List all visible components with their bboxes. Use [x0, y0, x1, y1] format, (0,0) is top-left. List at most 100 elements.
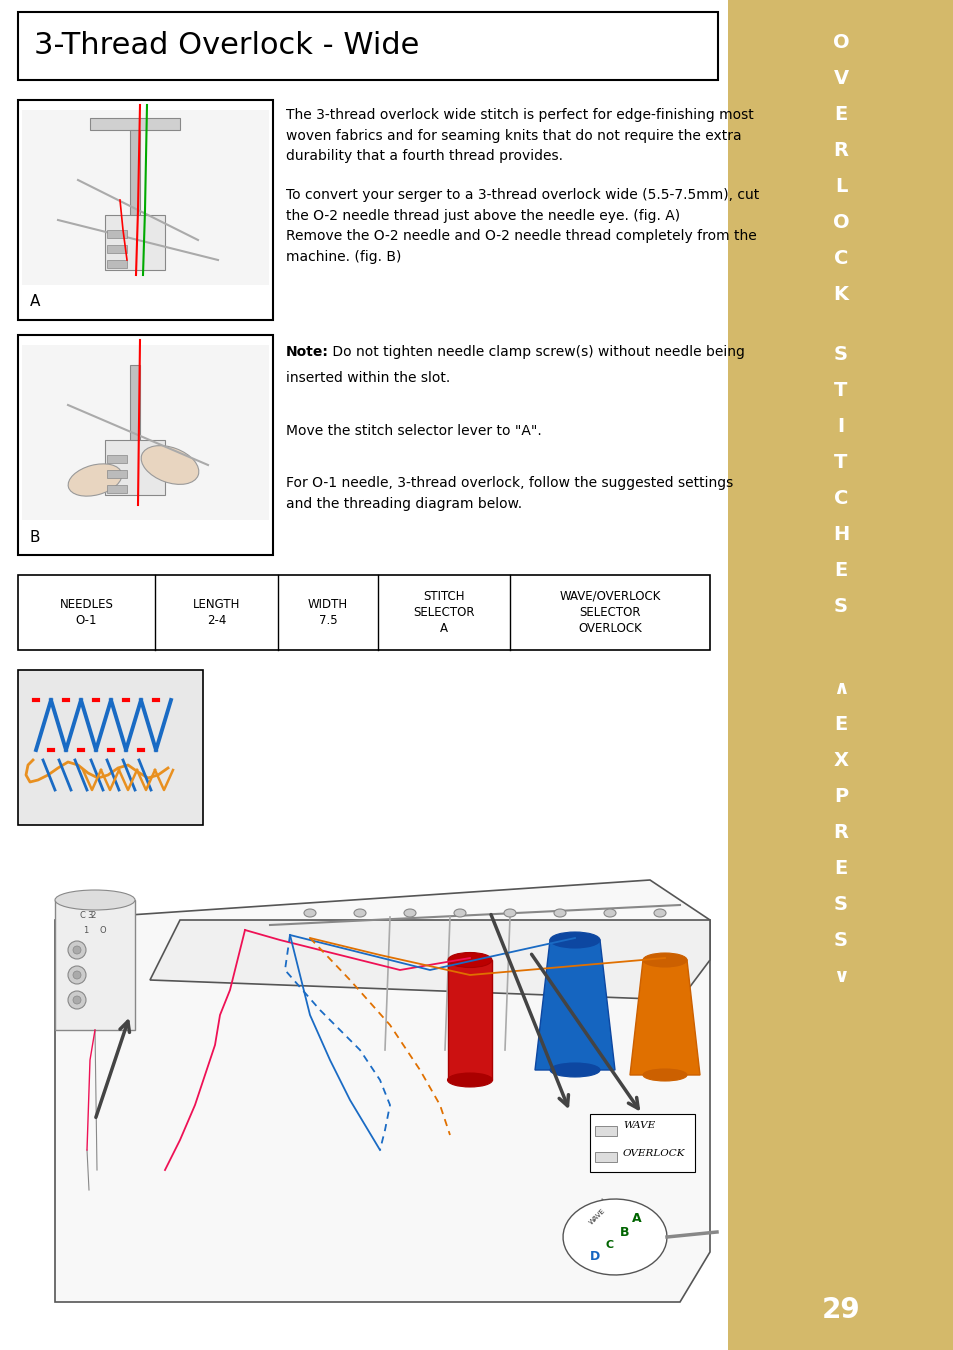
Ellipse shape [554, 909, 565, 917]
FancyArrowPatch shape [601, 1199, 607, 1206]
Text: V: V [833, 69, 847, 88]
Ellipse shape [68, 464, 122, 497]
Text: Note:: Note: [286, 346, 329, 359]
Circle shape [68, 967, 86, 984]
Text: 3: 3 [87, 911, 92, 919]
Text: WAVE: WAVE [587, 1208, 605, 1226]
Ellipse shape [503, 909, 516, 917]
Text: I: I [837, 417, 843, 436]
Bar [107, 261, 127, 269]
Ellipse shape [448, 953, 492, 968]
Circle shape [73, 946, 81, 954]
Text: A: A [632, 1212, 641, 1226]
Bar [18, 575, 709, 649]
Bar [18, 100, 273, 320]
Ellipse shape [603, 909, 616, 917]
Bar [18, 670, 203, 825]
Text: C: C [833, 490, 847, 509]
Bar [107, 470, 127, 478]
Circle shape [68, 991, 86, 1008]
Polygon shape [629, 960, 700, 1075]
Text: O: O [832, 212, 848, 231]
Bar [55, 900, 135, 1030]
Text: E: E [834, 859, 846, 878]
Bar [105, 215, 165, 270]
Text: B: B [30, 529, 40, 544]
Polygon shape [562, 1199, 666, 1274]
Text: S: S [833, 598, 847, 617]
Text: WAVE: WAVE [622, 1122, 655, 1130]
Text: R: R [833, 140, 847, 159]
Text: K: K [833, 285, 847, 304]
Text: Do not tighten needle clamp screw(s) without needle being: Do not tighten needle clamp screw(s) wit… [328, 346, 744, 359]
Text: O: O [100, 926, 107, 936]
Polygon shape [535, 940, 615, 1071]
Text: P: P [833, 787, 847, 806]
Bar [105, 440, 165, 495]
Text: H: H [832, 525, 848, 544]
Text: T: T [834, 454, 847, 472]
Bar [90, 117, 180, 130]
Ellipse shape [550, 1062, 599, 1077]
Bar [22, 109, 269, 285]
Polygon shape [448, 960, 492, 1080]
Polygon shape [55, 880, 709, 1301]
Bar [589, 1114, 695, 1172]
Ellipse shape [141, 446, 198, 485]
Ellipse shape [447, 1073, 492, 1087]
Bar [130, 130, 140, 240]
Ellipse shape [454, 909, 465, 917]
Ellipse shape [55, 890, 135, 910]
Polygon shape [150, 919, 709, 1000]
Text: R: R [833, 822, 847, 841]
Ellipse shape [354, 909, 366, 917]
Text: ∨: ∨ [832, 967, 848, 985]
Bar [18, 335, 273, 555]
Bar [22, 346, 269, 520]
Bar [107, 455, 127, 463]
Bar [595, 1152, 617, 1162]
Text: L: L [834, 177, 846, 196]
Text: A: A [30, 294, 40, 309]
Text: 29: 29 [821, 1296, 860, 1324]
Text: S: S [833, 895, 847, 914]
Circle shape [73, 971, 81, 979]
Text: 1: 1 [83, 926, 89, 936]
Text: OVERLOCK: OVERLOCK [622, 1149, 685, 1158]
Bar [107, 485, 127, 493]
Text: T: T [834, 382, 847, 401]
Text: D: D [589, 1250, 599, 1264]
Text: O: O [832, 32, 848, 51]
Text: WAVE/OVERLOCK
SELECTOR
OVERLOCK: WAVE/OVERLOCK SELECTOR OVERLOCK [558, 590, 660, 636]
Ellipse shape [654, 909, 665, 917]
Ellipse shape [642, 1069, 686, 1081]
Bar [18, 12, 718, 80]
Ellipse shape [304, 909, 315, 917]
Text: X: X [833, 751, 847, 769]
Text: S: S [833, 346, 847, 365]
Text: inserted within the slot.: inserted within the slot. [286, 371, 450, 385]
Text: C: C [833, 248, 847, 267]
Text: The 3-thread overlock wide stitch is perfect for edge-finishing most
woven fabri: The 3-thread overlock wide stitch is per… [286, 108, 753, 163]
Bar [107, 244, 127, 252]
Text: 3-Thread Overlock - Wide: 3-Thread Overlock - Wide [34, 31, 419, 61]
Text: Move the stitch selector lever to "A".: Move the stitch selector lever to "A". [286, 424, 541, 437]
Bar [107, 230, 127, 238]
Text: E: E [834, 714, 846, 733]
Ellipse shape [642, 953, 686, 967]
Text: B: B [619, 1226, 629, 1238]
Text: S: S [833, 930, 847, 949]
Text: STITCH
SELECTOR
A: STITCH SELECTOR A [413, 590, 475, 636]
Bar [595, 1126, 617, 1135]
Text: C  2: C 2 [80, 911, 96, 919]
Bar [130, 364, 140, 475]
Text: E: E [834, 104, 846, 123]
Bar [727, 0, 953, 1350]
Text: C: C [605, 1241, 614, 1250]
Ellipse shape [550, 931, 599, 948]
Text: LENGTH
2-4: LENGTH 2-4 [193, 598, 240, 628]
Text: E: E [834, 562, 846, 580]
Text: NEEDLES
O-1: NEEDLES O-1 [59, 598, 113, 628]
Text: To convert your serger to a 3-thread overlock wide (5.5-7.5mm), cut
the O-2 need: To convert your serger to a 3-thread ove… [286, 188, 759, 263]
Circle shape [68, 941, 86, 958]
